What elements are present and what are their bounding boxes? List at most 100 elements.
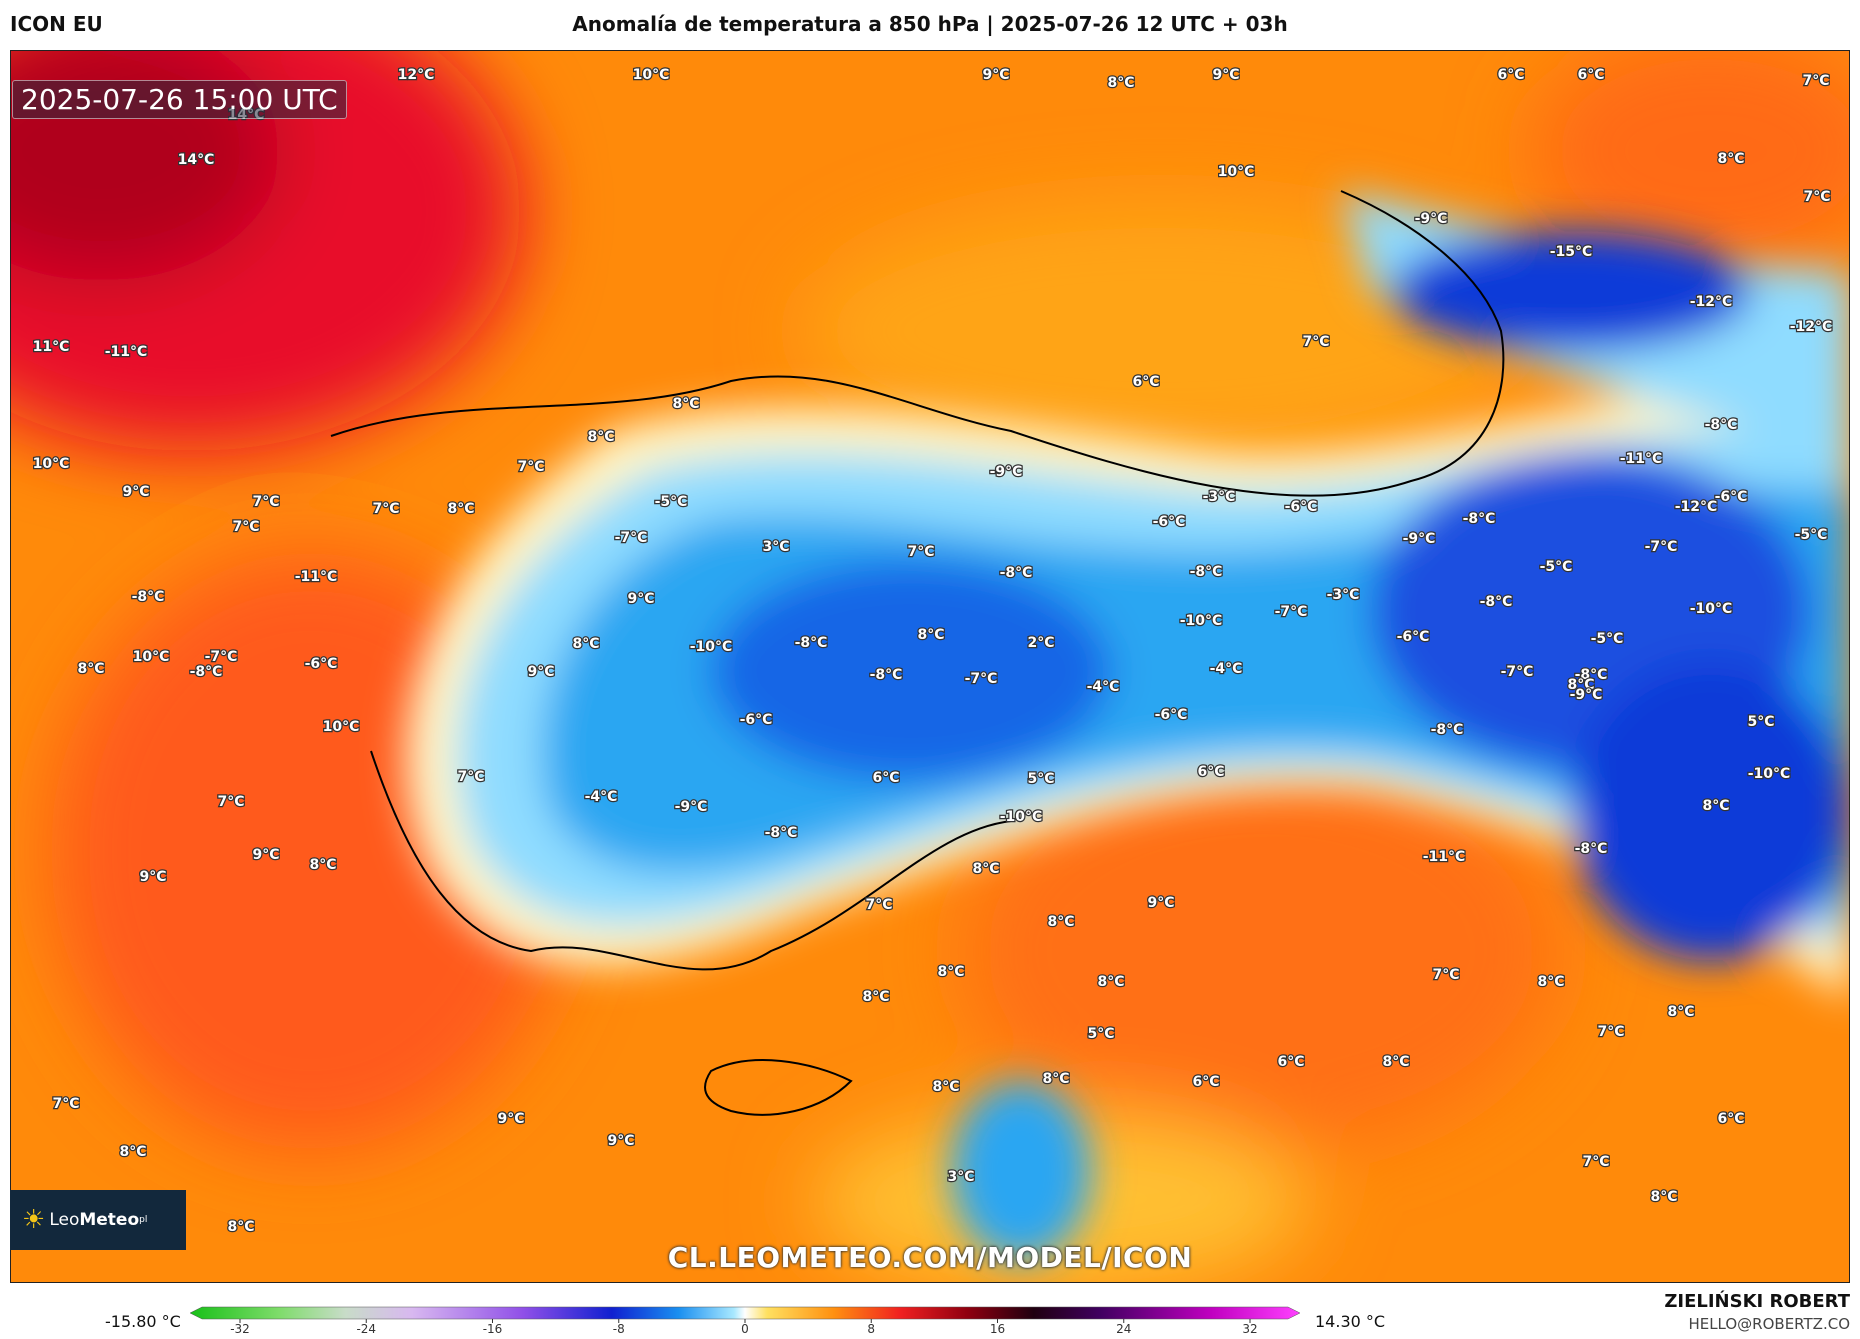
temperature-label: -6°C xyxy=(1285,499,1318,515)
temperature-label: 3°C xyxy=(762,539,789,555)
temperature-label: -12°C xyxy=(1790,319,1833,335)
temperature-label: 7°C xyxy=(1802,73,1829,89)
temperature-label: 7°C xyxy=(52,1096,79,1112)
temperature-label: 7°C xyxy=(1582,1154,1609,1170)
temperature-label: -11°C xyxy=(1423,849,1466,865)
temperature-label: 5°C xyxy=(1027,771,1054,787)
temperature-label: 9°C xyxy=(982,67,1009,83)
temperature-label: -6°C xyxy=(1153,514,1186,530)
temperature-label: -8°C xyxy=(795,635,828,651)
temperature-label: -8°C xyxy=(1431,722,1464,738)
temperature-label: 5°C xyxy=(1087,1026,1114,1042)
temperature-label: 9°C xyxy=(627,591,654,607)
temperature-label: 8°C xyxy=(932,1079,959,1095)
temperature-label: 7°C xyxy=(457,769,484,785)
colorbar-max-label: 14.30 °C xyxy=(1315,1312,1386,1331)
temperature-label: 10°C xyxy=(133,649,170,665)
colorbar-min-label: -15.80 °C xyxy=(105,1312,181,1331)
leometeo-logo: ☀ Leo Meteo pl xyxy=(10,1190,186,1250)
temperature-label: 8°C xyxy=(1042,1071,1069,1087)
temperature-label: -5°C xyxy=(655,494,688,510)
temperature-label: 9°C xyxy=(527,664,554,680)
colorbar-tick-label: -16 xyxy=(483,1322,503,1335)
temperature-label: -7°C xyxy=(1501,664,1534,680)
temperature-map: 12°C10°C9°C8°C9°C6°C6°C7°C14°C14°C10°C8°… xyxy=(11,51,1849,1282)
temperature-label: -7°C xyxy=(1645,539,1678,555)
temperature-label: 8°C xyxy=(1717,151,1744,167)
temperature-label: -4°C xyxy=(585,789,618,805)
temperature-label: 10°C xyxy=(33,456,70,472)
temperature-label: -3°C xyxy=(1203,489,1236,505)
source-watermark: CL.LEOMETEO.COM/MODEL/ICON xyxy=(667,1241,1193,1274)
temperature-label: 6°C xyxy=(1197,764,1224,780)
temperature-label: -8°C xyxy=(1190,564,1223,580)
temperature-label: 8°C xyxy=(587,429,614,445)
temperature-label: 9°C xyxy=(497,1111,524,1127)
temperature-label: -6°C xyxy=(1397,629,1430,645)
temperature-label: 9°C xyxy=(1147,895,1174,911)
temperature-label: 8°C xyxy=(1382,1054,1409,1070)
temperature-label: 8°C xyxy=(1702,798,1729,814)
colorbar-tick-label: 16 xyxy=(990,1322,1005,1335)
temperature-label: 6°C xyxy=(1277,1054,1304,1070)
map-title: Anomalía de temperatura a 850 hPa | 2025… xyxy=(572,12,1288,36)
temperature-label: 8°C xyxy=(1107,75,1134,91)
temperature-label: 6°C xyxy=(1577,67,1604,83)
temperature-label: 8°C xyxy=(309,857,336,873)
temperature-label: 10°C xyxy=(1218,164,1255,180)
temperature-label: 7°C xyxy=(252,494,279,510)
temperature-label: 8°C xyxy=(1650,1189,1677,1205)
model-name: ICON EU xyxy=(10,12,103,36)
colorbar-tick-label: -24 xyxy=(356,1322,376,1335)
temperature-label: -3°C xyxy=(1327,587,1360,603)
temperature-label: -10°C xyxy=(1690,601,1733,617)
temperature-label: -11°C xyxy=(105,344,148,360)
temperature-label: 8°C xyxy=(1567,677,1594,693)
temperature-label: -9°C xyxy=(1570,687,1603,703)
temperature-label: -8°C xyxy=(765,825,798,841)
temperature-label: 5°C xyxy=(1747,714,1774,730)
temperature-label: -6°C xyxy=(1155,707,1188,723)
temperature-label: 7°C xyxy=(865,897,892,913)
temperature-label: 8°C xyxy=(77,661,104,677)
temperature-label: -11°C xyxy=(295,569,338,585)
temperature-label: -8°C xyxy=(132,589,165,605)
temperature-label: 8°C xyxy=(227,1219,254,1235)
temperature-label: -7°C xyxy=(965,671,998,687)
temperature-label: 6°C xyxy=(1132,374,1159,390)
map-area: 12°C10°C9°C8°C9°C6°C6°C7°C14°C14°C10°C8°… xyxy=(10,50,1850,1283)
temperature-label: 7°C xyxy=(1597,1024,1624,1040)
black-sea-coastline xyxy=(330,190,1505,497)
temperature-label: -8°C xyxy=(1480,594,1513,610)
logo-suffix: Meteo xyxy=(79,1210,140,1230)
temperature-label: 8°C xyxy=(1667,1004,1694,1020)
temperature-label: 8°C xyxy=(572,636,599,652)
temperature-label: 9°C xyxy=(122,484,149,500)
temperature-label: -7°C xyxy=(615,530,648,546)
temperature-label: 7°C xyxy=(217,794,244,810)
colorbar-tick-label: -8 xyxy=(613,1322,625,1335)
temperature-label: -15°C xyxy=(1550,244,1593,260)
temperature-label: -9°C xyxy=(990,464,1023,480)
temperature-label: -6°C xyxy=(740,712,773,728)
temperature-label: -12°C xyxy=(1690,294,1733,310)
temperature-label: 6°C xyxy=(872,770,899,786)
temperature-label: 8°C xyxy=(447,501,474,517)
temperature-label: -9°C xyxy=(1415,211,1448,227)
temperature-label: 6°C xyxy=(1192,1074,1219,1090)
temperature-label: -8°C xyxy=(1705,417,1738,433)
colorbar-tick-label: 32 xyxy=(1242,1322,1257,1335)
temperature-label: 9°C xyxy=(1212,67,1239,83)
temperature-label: -5°C xyxy=(1795,527,1828,543)
logo-prefix: Leo xyxy=(49,1210,80,1230)
temperature-label: -8°C xyxy=(1575,667,1608,683)
temperature-label: -9°C xyxy=(1403,531,1436,547)
temperature-label: -4°C xyxy=(1210,661,1243,677)
temperature-label: 7°C xyxy=(232,519,259,535)
temperature-label: 9°C xyxy=(607,1133,634,1149)
sun-icon: ☀ xyxy=(22,1205,46,1235)
temperature-label: 12°C xyxy=(398,67,435,83)
valid-time-label: 2025-07-26 15:00 UTC xyxy=(12,80,347,119)
temperature-label: -6°C xyxy=(1715,489,1748,505)
temperature-label: 2°C xyxy=(1027,635,1054,651)
